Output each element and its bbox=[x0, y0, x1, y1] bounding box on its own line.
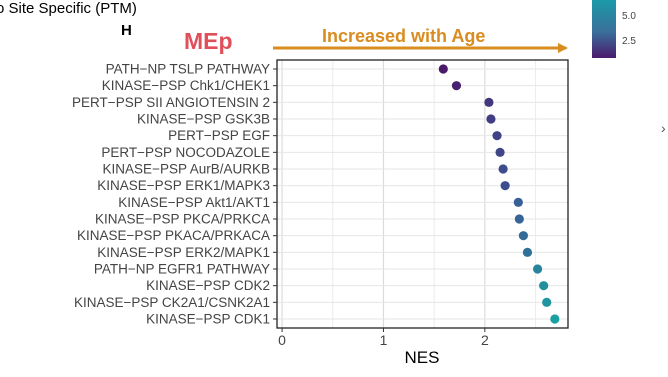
header-title: o Site Specific (PTM) bbox=[0, 0, 137, 17]
y-tick-label: KINASE−PSP Akt1/AKT1 bbox=[118, 195, 270, 210]
edge-chevron-icon: › bbox=[661, 120, 666, 136]
data-point bbox=[451, 81, 462, 91]
y-tick-label: KINASE−PSP GSK3B bbox=[137, 112, 270, 127]
data-point bbox=[522, 247, 533, 257]
y-tick-label: KINASE−PSP ERK1/MAPK3 bbox=[97, 178, 270, 193]
data-point bbox=[495, 147, 505, 157]
data-point bbox=[484, 97, 494, 107]
y-tick-label: PERT−PSP EGF bbox=[168, 128, 270, 143]
data-point bbox=[518, 231, 528, 241]
y-tick-label: PERT−PSP SII ANGIOTENSIN 2 bbox=[72, 95, 270, 110]
x-tick-label: 1 bbox=[380, 332, 388, 348]
x-axis-title: NES bbox=[405, 348, 440, 367]
data-point bbox=[532, 264, 543, 274]
trend-label: Increased with Age bbox=[322, 26, 486, 46]
data-point bbox=[539, 281, 549, 291]
panel-letter: H bbox=[121, 22, 132, 39]
grid bbox=[277, 60, 568, 328]
y-tick-label: KINASE−PSP PKCA/PRKCA bbox=[95, 212, 270, 227]
legend-tick-low: 2.5 bbox=[622, 36, 636, 47]
x-tick-label: 0 bbox=[278, 332, 286, 348]
x-tick-label: 2 bbox=[481, 332, 489, 348]
y-tick-label: PERT−PSP NOCODAZOLE bbox=[101, 145, 270, 160]
color-legend-bar bbox=[592, 0, 616, 58]
data-point bbox=[438, 64, 448, 74]
y-tick-label: KINASE−PSP ERK2/MAPK1 bbox=[97, 245, 270, 260]
y-tick-label: KINASE−PSP CDK2 bbox=[146, 278, 270, 293]
y-tick-label: KINASE−PSP CK2A1/CSNK2A1 bbox=[74, 295, 270, 310]
y-tick-label: KINASE−PSP Chk1/CHEK1 bbox=[102, 78, 270, 93]
plot-frame bbox=[276, 59, 569, 329]
y-tick-label: KINASE−PSP PKACA/PRKACA bbox=[77, 228, 270, 243]
y-tick-label: KINASE−PSP CDK1 bbox=[146, 312, 270, 327]
group-label: MEp bbox=[184, 28, 233, 54]
y-tick-label: PATH−NP EGFR1 PATHWAY bbox=[94, 262, 270, 277]
data-point bbox=[500, 181, 510, 191]
data-point bbox=[513, 197, 523, 207]
legend-tick-high: 5.0 bbox=[622, 11, 636, 22]
data-point bbox=[550, 314, 560, 324]
data-point bbox=[498, 164, 508, 174]
data-point bbox=[514, 214, 524, 224]
data-point bbox=[542, 297, 552, 307]
y-tick-label: KINASE−PSP AurB/AURKB bbox=[103, 162, 270, 177]
data-points bbox=[438, 64, 560, 324]
data-point bbox=[492, 131, 502, 141]
x-axis-ticks: 0 1 2 bbox=[278, 328, 489, 348]
y-tick-label: PATH−NP TSLP PATHWAY bbox=[106, 62, 270, 77]
data-point bbox=[486, 114, 496, 124]
